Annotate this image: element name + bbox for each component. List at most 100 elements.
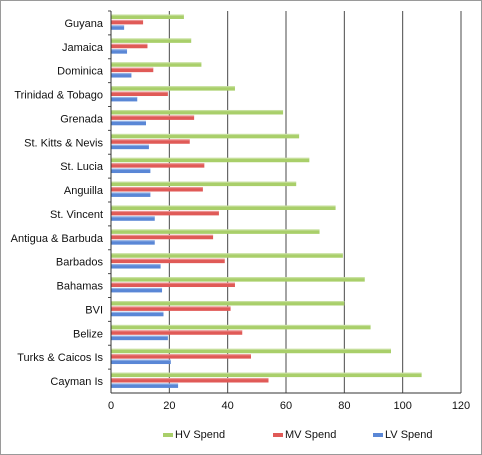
bar-lv-spend-guyana — [111, 25, 125, 30]
bar-hv-spend-st-lucia — [111, 157, 310, 163]
bar-highlight — [111, 14, 184, 16]
bar-highlight — [111, 25, 125, 27]
bar-highlight — [111, 96, 138, 99]
bar-mv-spend-dominica — [111, 67, 154, 73]
bar-highlight — [111, 163, 205, 165]
bar-highlight — [111, 324, 371, 327]
bar-highlight — [111, 187, 203, 189]
bar-mv-spend-bahamas — [111, 282, 235, 288]
x-tick-label: 120 — [452, 400, 470, 412]
x-tick-label: 60 — [280, 400, 292, 412]
bar-lv-spend-grenada — [111, 120, 146, 126]
bar-highlight — [111, 157, 310, 159]
category-label-bvi: BVI — [85, 304, 103, 316]
legend: HV Spend MV Spend LV Spend — [163, 429, 433, 441]
x-tick-label: 20 — [163, 400, 175, 412]
bar-highlight — [111, 330, 243, 332]
category-labels: Guyana Jamaica Dominica Trinidad & Tobago Gr… — [11, 18, 104, 388]
category-label-anguilla: Anguilla — [64, 185, 104, 197]
category-label-jamaica: Jamaica — [62, 42, 104, 54]
bar-hv-spend-grenada — [111, 109, 284, 115]
bar-highlight — [111, 300, 345, 303]
bar-hv-spend-antigua-barbuda — [111, 229, 320, 234]
bar-highlight — [111, 120, 146, 122]
bar-mv-spend-trinidad-tobago — [111, 91, 168, 97]
bar-highlight — [111, 139, 190, 141]
legend-item-lv-spend: LV Spend — [373, 429, 433, 441]
bar-hv-spend-cayman-is — [111, 372, 422, 378]
legend-label: LV Spend — [385, 429, 433, 441]
axes — [108, 10, 461, 394]
bar-mv-spend-bvi — [111, 306, 231, 311]
category-label-antigua-barbuda: Antigua & Barbuda — [11, 233, 104, 245]
legend-swatch — [273, 433, 283, 437]
bar-highlight — [111, 287, 163, 290]
bar-hv-spend-jamaica — [111, 38, 192, 43]
grid-lines — [168, 11, 462, 393]
bar-highlight — [111, 73, 132, 75]
bar-highlight — [111, 277, 365, 279]
category-label-bahamas: Bahamas — [57, 281, 104, 293]
bar-highlight — [111, 205, 336, 207]
bar-highlight — [111, 192, 151, 194]
bar-mv-spend-antigua-barbuda — [111, 234, 214, 240]
bar-lv-spend-bahamas — [111, 287, 163, 293]
legend-label: HV Spend — [175, 429, 225, 441]
bar-highlight — [111, 354, 251, 356]
bar-mv-spend-belize — [111, 330, 243, 335]
legend-item-hv-spend: HV Spend — [163, 429, 225, 441]
x-tick-label: 40 — [222, 400, 234, 412]
bar-lv-spend-dominica — [111, 73, 132, 78]
bar-mv-spend-jamaica — [111, 43, 148, 49]
legend-item-mv-spend: MV Spend — [273, 429, 336, 441]
x-tick-label: 0 — [108, 400, 114, 412]
bar-highlight — [111, 311, 164, 313]
category-label-guyana: Guyana — [64, 18, 103, 30]
bar-hv-spend-belize — [111, 324, 371, 330]
legend-label: MV Spend — [285, 429, 336, 441]
bar-hv-spend-bvi — [111, 300, 345, 306]
bar-highlight — [111, 348, 391, 350]
bar-lv-spend-antigua-barbuda — [111, 240, 155, 245]
x-tick-label: 80 — [338, 400, 350, 412]
bar-lv-spend-barbados — [111, 264, 161, 269]
bar-hv-spend-barbados — [111, 253, 343, 258]
bars — [111, 14, 422, 388]
legend-swatch — [163, 433, 173, 437]
bar-lv-spend-anguilla — [111, 192, 151, 197]
category-label-trinidad-tobago: Trinidad & Tobago — [14, 90, 103, 102]
bar-mv-spend-grenada — [111, 115, 195, 120]
bar-highlight — [111, 229, 320, 231]
bar-hv-spend-dominica — [111, 62, 202, 67]
bar-highlight — [111, 359, 171, 361]
category-label-st-vincent: St. Vincent — [50, 209, 103, 221]
bar-lv-spend-st-kitts-nevis — [111, 144, 149, 150]
bar-highlight — [111, 62, 202, 64]
category-label-barbados: Barbados — [56, 257, 104, 269]
bar-hv-spend-st-kitts-nevis — [111, 133, 300, 139]
bar-highlight — [111, 181, 297, 183]
bar-lv-spend-jamaica — [111, 49, 128, 54]
bar-highlight — [111, 168, 151, 170]
bar-mv-spend-guyana — [111, 19, 144, 25]
category-label-turks-caicos-is: Turks & Caicos Is — [17, 352, 103, 364]
bar-mv-spend-barbados — [111, 258, 225, 264]
bar-highlight — [111, 264, 161, 266]
bar-lv-spend-bvi — [111, 311, 164, 317]
bar-highlight — [111, 210, 219, 213]
category-label-st-lucia: St. Lucia — [60, 161, 104, 173]
bar-mv-spend-cayman-is — [111, 378, 269, 383]
bar-highlight — [111, 282, 235, 284]
bar-highlight — [111, 240, 155, 242]
bar-mv-spend-st-vincent — [111, 210, 219, 216]
bar-highlight — [111, 38, 192, 40]
bar-highlight — [111, 378, 269, 380]
category-label-dominica: Dominica — [57, 66, 104, 78]
bar-mv-spend-anguilla — [111, 187, 203, 192]
bar-highlight — [111, 258, 225, 260]
bar-hv-spend-bahamas — [111, 277, 365, 282]
category-label-belize: Belize — [73, 328, 103, 340]
bar-highlight — [111, 67, 154, 69]
bar-highlight — [111, 115, 195, 117]
